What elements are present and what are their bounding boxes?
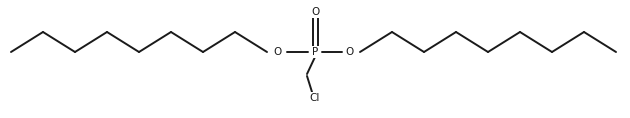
Text: P: P bbox=[312, 47, 318, 57]
Text: O: O bbox=[273, 47, 281, 57]
Text: Cl: Cl bbox=[310, 93, 320, 103]
Text: O: O bbox=[346, 47, 354, 57]
Text: O: O bbox=[311, 7, 319, 17]
